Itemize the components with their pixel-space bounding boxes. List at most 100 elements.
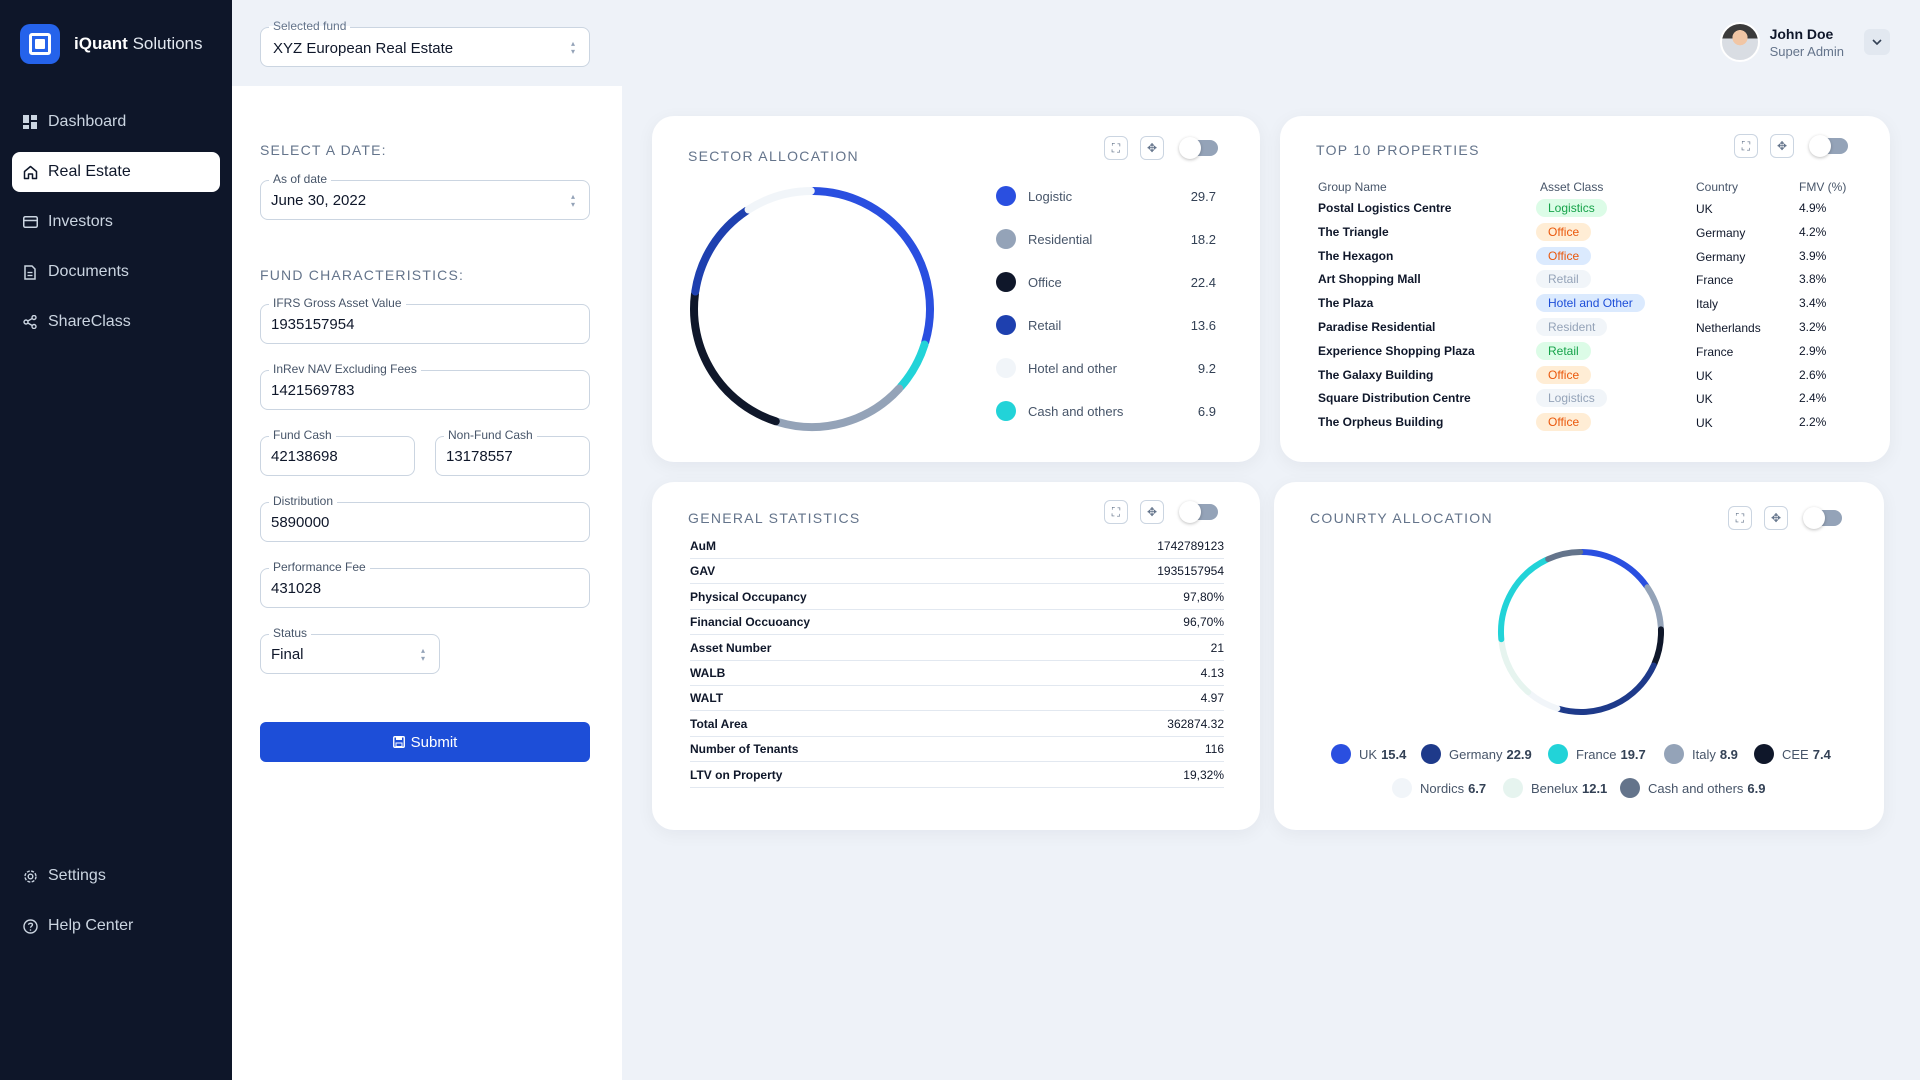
fund-cash-field[interactable]: Fund Cash 42138698 bbox=[260, 428, 415, 476]
donut-slice-logistic[interactable] bbox=[809, 187, 934, 347]
donut-slice-hotel-and-other[interactable] bbox=[744, 187, 815, 214]
donut-slice-cee[interactable] bbox=[1651, 626, 1664, 667]
status-select[interactable]: Status Final ▴ ▾ bbox=[260, 626, 440, 674]
stat-value: 4.97 bbox=[1200, 691, 1224, 706]
updown-icon: ▴ ▾ bbox=[570, 192, 575, 209]
property-name[interactable]: Square Distribution Centre bbox=[1318, 391, 1471, 406]
sector-donut-chart bbox=[690, 187, 934, 431]
property-name[interactable]: The Hexagon bbox=[1318, 248, 1394, 263]
donut-slice-benelux[interactable] bbox=[1498, 637, 1532, 696]
legend-dot bbox=[1754, 744, 1774, 764]
legend-name: Logistic bbox=[1028, 188, 1073, 204]
legend-value: 8.9 bbox=[1719, 746, 1738, 762]
property-name[interactable]: The Plaza bbox=[1318, 296, 1374, 311]
legend-dot bbox=[1331, 744, 1351, 764]
nav-item-investors[interactable]: Investors bbox=[12, 202, 220, 242]
property-name[interactable]: Postal Logistics Centre bbox=[1318, 201, 1452, 215]
donut-slice-germany[interactable] bbox=[1556, 662, 1657, 715]
submit-button[interactable]: Submit bbox=[260, 722, 590, 762]
move-icon[interactable]: ✥ bbox=[1140, 500, 1164, 524]
property-name[interactable]: The Orpheus Building bbox=[1318, 415, 1444, 430]
card-toggle[interactable] bbox=[1179, 501, 1218, 523]
expand-icon[interactable]: ⛶ bbox=[1734, 134, 1758, 158]
table-header[interactable]: FMV (%) bbox=[1799, 180, 1847, 194]
donut-slice-residential[interactable] bbox=[774, 384, 904, 431]
date-select[interactable]: As of date June 30, 2022 ▴ ▾ bbox=[260, 172, 590, 220]
property-country: Italy bbox=[1696, 297, 1719, 312]
nav-item-dashboard[interactable]: Dashboard bbox=[12, 102, 220, 142]
table-header[interactable]: Group Name bbox=[1318, 180, 1387, 194]
user-menu[interactable]: John Doe Super Admin bbox=[1719, 22, 1890, 62]
expand-icon[interactable]: ⛶ bbox=[1104, 136, 1128, 160]
ifrs-gav-field[interactable]: IFRS Gross Asset Value 1935157954 bbox=[260, 296, 590, 344]
brand-logo-icon bbox=[20, 24, 60, 64]
updown-icon: ▴ ▾ bbox=[420, 646, 425, 663]
legend-name: France bbox=[1576, 746, 1617, 762]
table-header[interactable]: Asset Class bbox=[1540, 180, 1604, 194]
donut-slice-nordics[interactable] bbox=[1526, 690, 1561, 712]
donut-slice-office[interactable] bbox=[690, 289, 780, 426]
user-name: John Doe bbox=[1769, 25, 1834, 42]
stat-label: LTV on Property bbox=[690, 767, 783, 782]
field-value: 5890000 bbox=[271, 514, 330, 531]
fund-select-label: Selected fund bbox=[269, 19, 351, 33]
donut-slice-uk[interactable] bbox=[1578, 549, 1650, 589]
card-toggle[interactable] bbox=[1803, 507, 1842, 529]
legend-dot bbox=[996, 315, 1016, 335]
performance-fee-field[interactable]: Performance Fee 431028 bbox=[260, 560, 590, 608]
card-tools: ⛶ ✥ bbox=[1104, 500, 1218, 524]
card-tools: ⛶ ✥ bbox=[1734, 134, 1848, 158]
non-fund-cash-field[interactable]: Non-Fund Cash 13178557 bbox=[435, 428, 590, 476]
stat-row: Physical Occupancy 97,80% bbox=[690, 585, 1224, 610]
nav-item-shareclass[interactable]: ShareClass bbox=[12, 302, 220, 342]
donut-slice-cash-and-others[interactable] bbox=[1545, 549, 1584, 563]
distribution-field[interactable]: Distribution 5890000 bbox=[260, 494, 590, 542]
stat-value: 96,70% bbox=[1183, 615, 1224, 630]
nav-item-real-estate[interactable]: Real Estate bbox=[12, 152, 220, 192]
general-statistics-card: GENERAL STATISTICS ⛶ ✥ bbox=[652, 482, 1260, 830]
stat-label: AuM bbox=[690, 539, 716, 553]
card-title: COUNRTY ALLOCATION bbox=[1310, 510, 1493, 526]
fund-select[interactable]: Selected fund XYZ European Real Estate ▴… bbox=[260, 19, 590, 67]
stat-label: WALT bbox=[690, 691, 724, 706]
country-legend-item: Nordics 6.7 bbox=[1392, 778, 1486, 798]
fund-select-value: XYZ European Real Estate bbox=[273, 40, 454, 57]
move-icon[interactable]: ✥ bbox=[1764, 506, 1788, 530]
legend-item: Retail 13.6 bbox=[996, 315, 1216, 335]
card-toggle[interactable] bbox=[1809, 135, 1848, 157]
expand-icon[interactable]: ⛶ bbox=[1728, 506, 1752, 530]
legend-name: UK bbox=[1359, 746, 1378, 762]
property-country: France bbox=[1696, 344, 1734, 359]
asset-class-badge: Office bbox=[1536, 365, 1592, 384]
nav-item-settings[interactable]: Settings bbox=[12, 856, 220, 896]
donut-slice-france[interactable] bbox=[1498, 556, 1550, 643]
field-label: Distribution bbox=[269, 494, 338, 508]
stat-value: 116 bbox=[1204, 742, 1224, 757]
field-value: 1421569783 bbox=[271, 382, 355, 399]
legend-name: Hotel and other bbox=[1028, 360, 1117, 376]
nav-item-documents[interactable]: Documents bbox=[12, 252, 220, 292]
property-name[interactable]: Experience Shopping Plaza bbox=[1318, 343, 1475, 358]
property-name[interactable]: The Galaxy Building bbox=[1318, 367, 1434, 382]
move-icon[interactable]: ✥ bbox=[1140, 136, 1164, 160]
chevron-down-icon[interactable] bbox=[1864, 29, 1890, 55]
stat-row: WALB 4.13 bbox=[690, 661, 1224, 686]
date-value: June 30, 2022 bbox=[271, 192, 367, 209]
card-toggle[interactable] bbox=[1179, 137, 1218, 159]
move-icon[interactable]: ✥ bbox=[1770, 134, 1794, 158]
table-header[interactable]: Country bbox=[1696, 180, 1739, 194]
legend-item: Residential 18.2 bbox=[996, 229, 1216, 249]
property-name[interactable]: Paradise Residential bbox=[1318, 320, 1436, 334]
inrev-nav-field[interactable]: InRev NAV Excluding Fees 1421569783 bbox=[260, 362, 590, 410]
nav-item-help-center[interactable]: Help Center bbox=[12, 906, 220, 946]
field-label: IFRS Gross Asset Value bbox=[269, 296, 406, 310]
property-name[interactable]: Art Shopping Mall bbox=[1318, 272, 1421, 287]
expand-icon[interactable]: ⛶ bbox=[1104, 500, 1128, 524]
donut-slice-cash-and-others[interactable] bbox=[896, 340, 929, 391]
donut-slice-italy[interactable] bbox=[1644, 584, 1664, 631]
brand[interactable]: iQuant Solutions bbox=[20, 24, 203, 64]
field-value: 42138698 bbox=[271, 448, 338, 465]
property-name[interactable]: The Triangle bbox=[1318, 224, 1389, 239]
donut-slice-retail[interactable] bbox=[691, 206, 751, 296]
field-label: InRev NAV Excluding Fees bbox=[269, 362, 421, 376]
